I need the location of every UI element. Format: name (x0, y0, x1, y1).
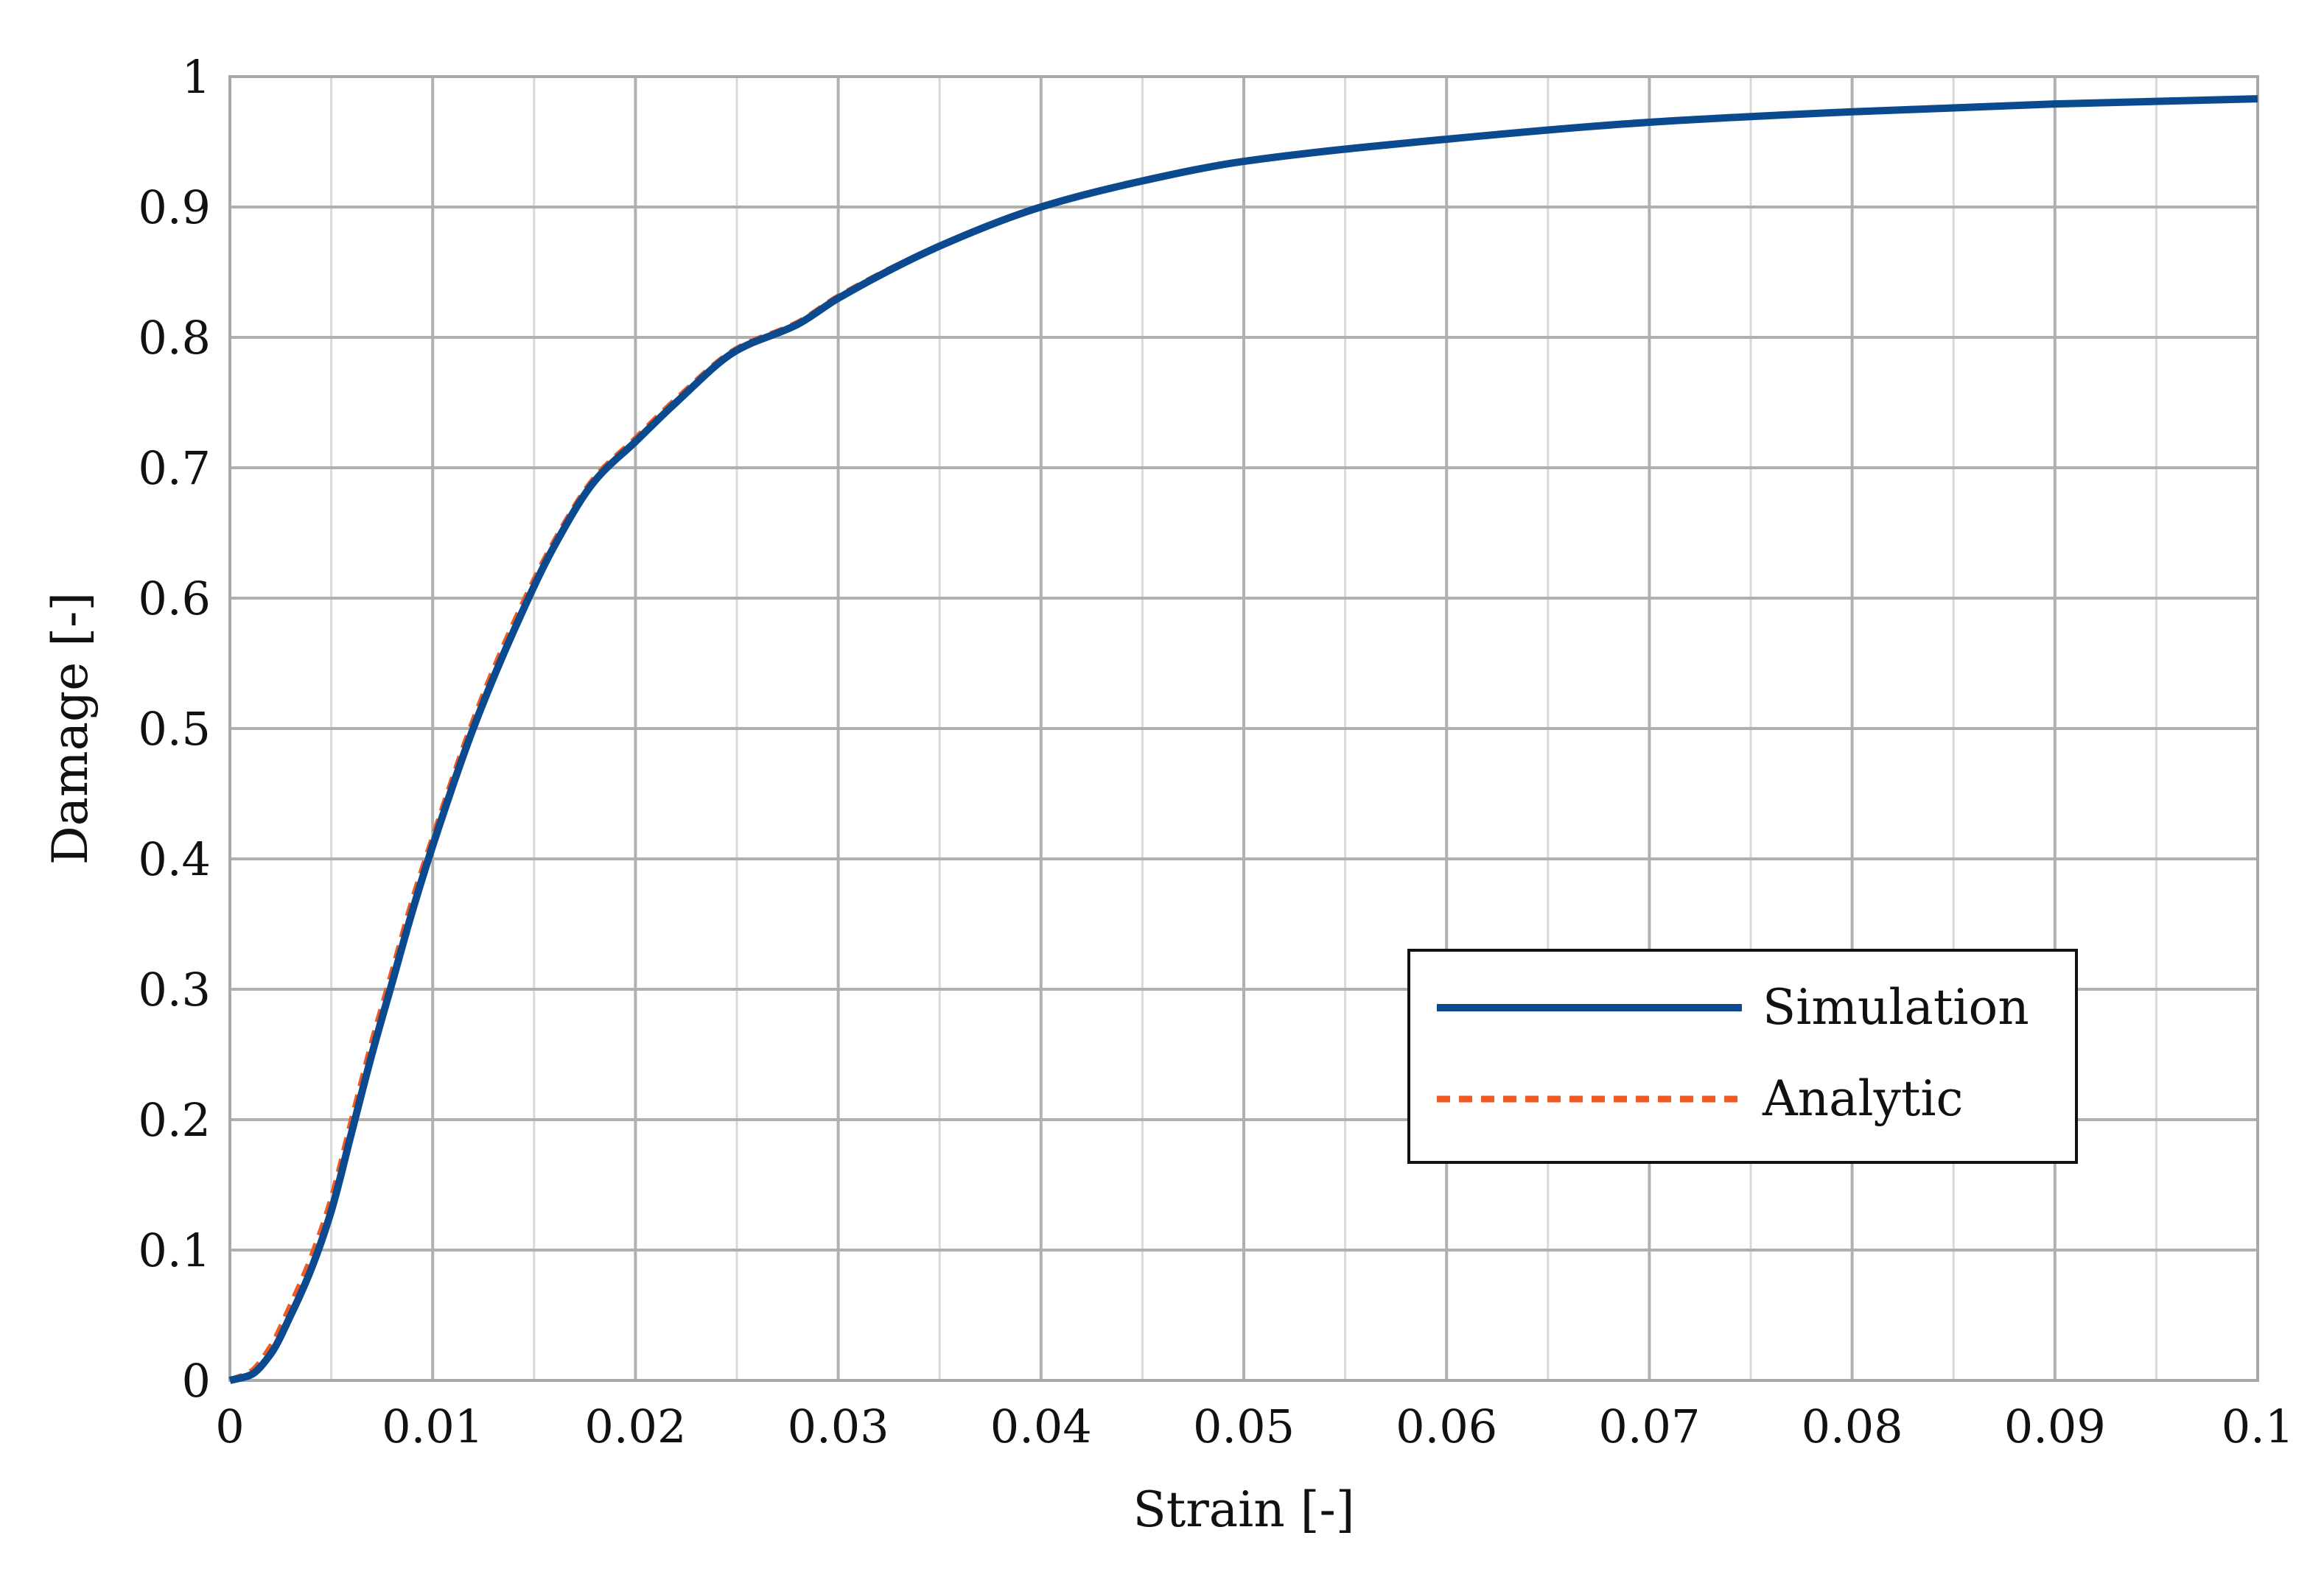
y-tick-label: 0.2 (138, 1093, 211, 1147)
x-axis-title: Strain [-] (1133, 1481, 1354, 1538)
x-tick-label: 0 (215, 1400, 244, 1453)
x-tick-label: 0.1 (2222, 1400, 2295, 1453)
y-tick-label: 0.1 (138, 1224, 211, 1277)
y-tick-label: 0.6 (138, 572, 211, 625)
y-tick-label: 0.5 (138, 702, 211, 756)
y-tick-label: 0.8 (138, 311, 211, 365)
x-tick-label: 0.01 (382, 1400, 483, 1453)
grid (228, 75, 2259, 1382)
x-tick-label: 0.02 (584, 1400, 686, 1453)
y-tick-label: 0.4 (138, 832, 211, 886)
series-line-simulation (228, 95, 2258, 1384)
y-axis-ticks: 0 0.1 0.2 0.3 0.4 0.5 0.6 0.7 0.8 0.9 1 (138, 50, 211, 1408)
legend: Simulation Analytic (1407, 949, 2078, 1164)
x-tick-label: 0.05 (1193, 1400, 1295, 1453)
y-tick-label: 0.3 (138, 963, 211, 1017)
x-tick-label: 0.04 (990, 1400, 1092, 1453)
x-axis-ticks: 0 0.01 0.02 0.03 0.04 0.05 0.06 0.07 0.08 0.09 0.1 (215, 1400, 2294, 1453)
y-tick-label: 1 (182, 50, 211, 104)
legend-label-simulation: Simulation (1763, 979, 2029, 1036)
y-tick-label: 0 (182, 1354, 211, 1408)
legend-box (1407, 949, 2078, 1164)
plot-area-frame (228, 75, 2259, 1382)
x-tick-label: 0.03 (788, 1400, 889, 1453)
x-tick-label: 0.08 (1802, 1400, 1903, 1453)
x-tick-label: 0.06 (1396, 1400, 1497, 1453)
x-tick-label: 0.09 (2004, 1400, 2106, 1453)
y-tick-label: 0.9 (138, 180, 211, 234)
x-tick-label: 0.07 (1598, 1400, 1700, 1453)
legend-label-analytic: Analytic (1762, 1070, 1964, 1127)
y-axis-title: Damage [-] (42, 592, 99, 865)
y-tick-label: 0.7 (138, 441, 211, 495)
series-lines (228, 95, 2258, 1384)
